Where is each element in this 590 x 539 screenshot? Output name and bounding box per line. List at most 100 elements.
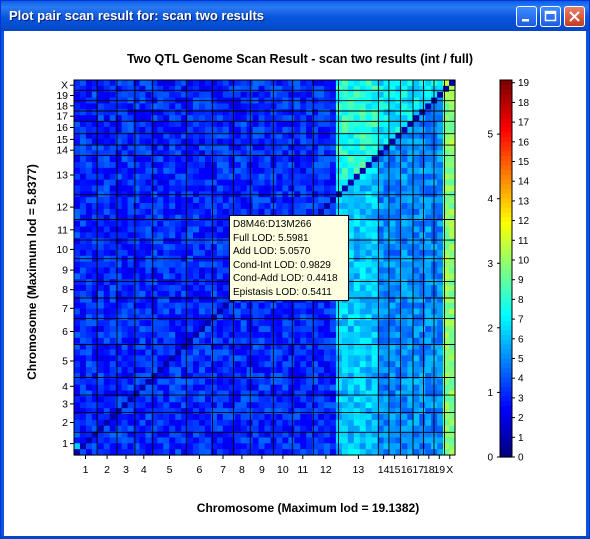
heatmap-cell[interactable] — [139, 320, 147, 327]
heatmap-cell[interactable] — [377, 144, 385, 151]
heatmap-cell[interactable] — [318, 343, 325, 351]
heatmap-cell[interactable] — [353, 378, 361, 386]
heatmap-cell[interactable] — [443, 384, 450, 392]
heatmap-cell[interactable] — [109, 80, 117, 87]
heatmap-cell[interactable] — [443, 326, 450, 333]
heatmap-cell[interactable] — [353, 443, 361, 450]
heatmap-cell[interactable] — [163, 337, 170, 345]
heatmap-cell[interactable] — [252, 390, 260, 398]
heatmap-cell[interactable] — [425, 138, 432, 146]
heatmap-cell[interactable] — [91, 285, 99, 292]
heatmap-cell[interactable] — [74, 185, 81, 192]
heatmap-cell[interactable] — [395, 279, 403, 286]
heatmap-cell[interactable] — [306, 408, 313, 415]
heatmap-cell[interactable] — [383, 443, 391, 450]
heatmap-cell[interactable] — [175, 431, 182, 439]
heatmap-cell[interactable] — [187, 249, 194, 257]
heatmap-cell[interactable] — [163, 308, 170, 315]
heatmap-cell[interactable] — [234, 179, 242, 187]
heatmap-cell[interactable] — [252, 179, 260, 187]
heatmap-cell[interactable] — [288, 378, 295, 386]
heatmap-cell[interactable] — [318, 396, 325, 403]
heatmap-cell[interactable] — [425, 419, 432, 427]
heatmap-cell[interactable] — [359, 91, 367, 99]
heatmap-cell[interactable] — [347, 144, 355, 151]
heatmap-cell[interactable] — [425, 431, 432, 439]
heatmap-cell[interactable] — [347, 413, 355, 421]
heatmap-cell[interactable] — [222, 115, 230, 122]
heatmap-cell[interactable] — [187, 103, 194, 110]
heatmap-cell[interactable] — [222, 367, 230, 374]
heatmap-cell[interactable] — [103, 326, 111, 333]
heatmap-cell[interactable] — [419, 232, 426, 239]
heatmap-cell[interactable] — [419, 443, 426, 450]
heatmap-cell[interactable] — [199, 443, 206, 450]
heatmap-cell[interactable] — [85, 115, 93, 122]
heatmap-cell[interactable] — [419, 179, 426, 187]
heatmap-cell[interactable] — [389, 115, 397, 122]
heatmap-cell[interactable] — [210, 80, 218, 87]
heatmap-cell[interactable] — [121, 443, 129, 450]
heatmap-cell[interactable] — [288, 208, 295, 216]
heatmap-cell[interactable] — [216, 372, 224, 380]
heatmap-cell[interactable] — [74, 378, 81, 386]
heatmap-cell[interactable] — [282, 80, 289, 87]
heatmap-cell[interactable] — [300, 91, 307, 99]
heatmap-cell[interactable] — [121, 378, 129, 386]
heatmap-cell[interactable] — [383, 273, 391, 280]
heatmap-cell[interactable] — [109, 214, 117, 222]
heatmap-cell[interactable] — [139, 208, 147, 216]
heatmap-cell[interactable] — [74, 320, 81, 327]
heatmap-cell[interactable] — [324, 355, 331, 362]
heatmap-cell[interactable] — [312, 167, 319, 175]
heatmap-cell[interactable] — [407, 132, 414, 140]
heatmap-cell[interactable] — [145, 296, 152, 304]
heatmap-cell[interactable] — [437, 378, 444, 386]
heatmap-cell[interactable] — [353, 320, 361, 327]
heatmap-cell[interactable] — [371, 402, 379, 409]
heatmap-cell[interactable] — [163, 261, 170, 269]
heatmap-cell[interactable] — [115, 273, 123, 280]
heatmap-cell[interactable] — [121, 390, 129, 398]
heatmap-cell[interactable] — [240, 343, 248, 351]
heatmap-cell[interactable] — [401, 203, 408, 210]
heatmap-cell[interactable] — [437, 337, 444, 345]
heatmap-cell[interactable] — [276, 156, 283, 163]
heatmap-cell[interactable] — [300, 208, 307, 216]
heatmap-cell[interactable] — [359, 314, 367, 321]
heatmap-cell[interactable] — [419, 296, 426, 304]
heatmap-cell[interactable] — [383, 162, 391, 169]
heatmap-cell[interactable] — [377, 437, 385, 444]
heatmap-cell[interactable] — [371, 238, 379, 245]
heatmap-cell[interactable] — [133, 156, 141, 163]
heatmap-cell[interactable] — [210, 238, 218, 245]
heatmap-cell[interactable] — [318, 355, 325, 362]
heatmap-cell[interactable] — [389, 208, 397, 216]
heatmap-cell[interactable] — [199, 121, 206, 128]
heatmap-cell[interactable] — [443, 214, 450, 222]
heatmap-cell[interactable] — [377, 413, 385, 421]
heatmap-cell[interactable] — [383, 150, 391, 157]
heatmap-cell[interactable] — [282, 173, 289, 181]
heatmap-cell[interactable] — [300, 156, 307, 163]
heatmap-cell[interactable] — [413, 261, 420, 269]
heatmap-cell[interactable] — [187, 197, 194, 204]
heatmap-cell[interactable] — [79, 390, 87, 398]
heatmap-cell[interactable] — [234, 384, 242, 392]
heatmap-cell[interactable] — [276, 173, 283, 181]
heatmap-cell[interactable] — [324, 115, 331, 122]
heatmap-cell[interactable] — [139, 419, 147, 427]
heatmap-cell[interactable] — [306, 197, 313, 204]
heatmap-cell[interactable] — [193, 302, 200, 310]
heatmap-cell[interactable] — [282, 162, 289, 169]
heatmap-cell[interactable] — [204, 197, 212, 204]
heatmap-cell[interactable] — [175, 302, 182, 310]
heatmap-cell[interactable] — [371, 308, 379, 315]
heatmap-cell[interactable] — [318, 431, 325, 439]
heatmap-cell[interactable] — [85, 232, 93, 239]
heatmap-cell[interactable] — [115, 156, 123, 163]
heatmap-cell[interactable] — [109, 320, 117, 327]
heatmap-cell[interactable] — [181, 91, 188, 99]
heatmap-cell[interactable] — [204, 261, 212, 269]
heatmap-cell[interactable] — [300, 413, 307, 421]
